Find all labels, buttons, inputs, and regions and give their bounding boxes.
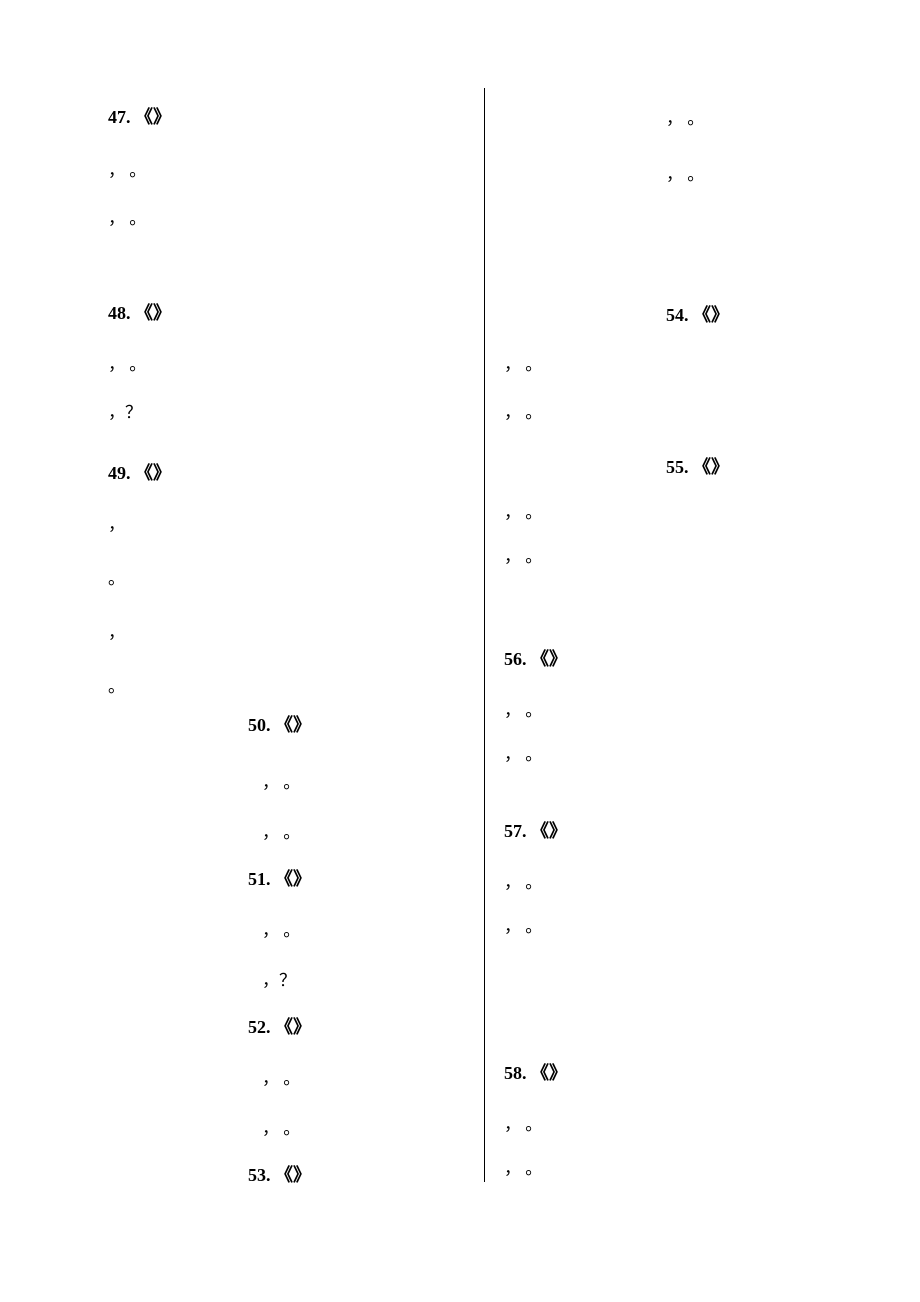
entry-heading: 52. 《》 <box>248 1018 311 1036</box>
entry-number: 53. <box>248 1165 271 1185</box>
entry-heading: 58. 《》 <box>504 1064 567 1082</box>
entry-number: 57. <box>504 821 527 841</box>
entry-line: ，？ <box>108 404 142 421</box>
entry-number: 48. <box>108 303 131 323</box>
column-divider <box>484 88 485 1182</box>
entry-line: ， 。 <box>262 922 300 939</box>
entry-line: ， 。 <box>262 1070 300 1087</box>
entry-heading: 54. 《》 <box>666 306 729 324</box>
entry-line: ， 。 <box>666 166 704 183</box>
page: 47. 《》 ， 。 ， 。 48. 《》 ， 。 ，？ 49. 《》 ， 。 ， 。 50. 《》 ，… <box>108 88 812 1182</box>
title-brackets: 《》 <box>275 869 311 889</box>
title-brackets: 《》 <box>135 107 171 127</box>
entry-line: ， 。 <box>108 356 146 373</box>
title-brackets: 《》 <box>135 303 171 323</box>
entry-line: ， 。 <box>504 746 542 763</box>
entry-line: ， 。 <box>504 918 542 935</box>
title-brackets: 《》 <box>135 463 171 483</box>
entry-line: 。 <box>108 570 125 587</box>
entry-number: 58. <box>504 1063 527 1083</box>
entry-heading: 56. 《》 <box>504 650 567 668</box>
title-brackets: 《》 <box>275 1017 311 1037</box>
entry-line: ， 。 <box>504 504 542 521</box>
entry-heading: 55. 《》 <box>666 458 729 476</box>
title-brackets: 《》 <box>275 1165 311 1185</box>
entry-number: 49. <box>108 463 131 483</box>
entry-heading: 50. 《》 <box>248 716 311 734</box>
entry-line: ， 。 <box>504 1160 542 1177</box>
entry-line: ， 。 <box>504 356 542 373</box>
entry-number: 50. <box>248 715 271 735</box>
entry-heading: 47. 《》 <box>108 108 171 126</box>
entry-line: ， 。 <box>262 824 300 841</box>
entry-heading: 48. 《》 <box>108 304 171 322</box>
entry-number: 51. <box>248 869 271 889</box>
entry-number: 52. <box>248 1017 271 1037</box>
entry-heading: 57. 《》 <box>504 822 567 840</box>
title-brackets: 《》 <box>531 649 567 669</box>
entry-line: ， 。 <box>504 874 542 891</box>
entry-heading: 51. 《》 <box>248 870 311 888</box>
entry-heading: 49. 《》 <box>108 464 171 482</box>
entry-line: ， 。 <box>504 1116 542 1133</box>
entry-line: ， 。 <box>504 702 542 719</box>
title-brackets: 《》 <box>275 715 311 735</box>
entry-line: ， 。 <box>504 548 542 565</box>
entry-number: 47. <box>108 107 131 127</box>
entry-line: ， 。 <box>666 110 704 127</box>
title-brackets: 《》 <box>693 305 729 325</box>
entry-line: ， 。 <box>262 1120 300 1137</box>
title-brackets: 《》 <box>693 457 729 477</box>
entry-line: ， 。 <box>504 404 542 421</box>
entry-number: 54. <box>666 305 689 325</box>
title-brackets: 《》 <box>531 1063 567 1083</box>
entry-line: ，？ <box>262 972 296 989</box>
entry-heading: 53. 《》 <box>248 1166 311 1184</box>
entry-line: ， 。 <box>108 162 146 179</box>
entry-line: ， 。 <box>108 210 146 227</box>
entry-line: ， <box>108 516 125 533</box>
title-brackets: 《》 <box>531 821 567 841</box>
entry-number: 56. <box>504 649 527 669</box>
entry-line: ， 。 <box>262 774 300 791</box>
entry-line: ， <box>108 624 125 641</box>
entry-line: 。 <box>108 678 125 695</box>
entry-number: 55. <box>666 457 689 477</box>
